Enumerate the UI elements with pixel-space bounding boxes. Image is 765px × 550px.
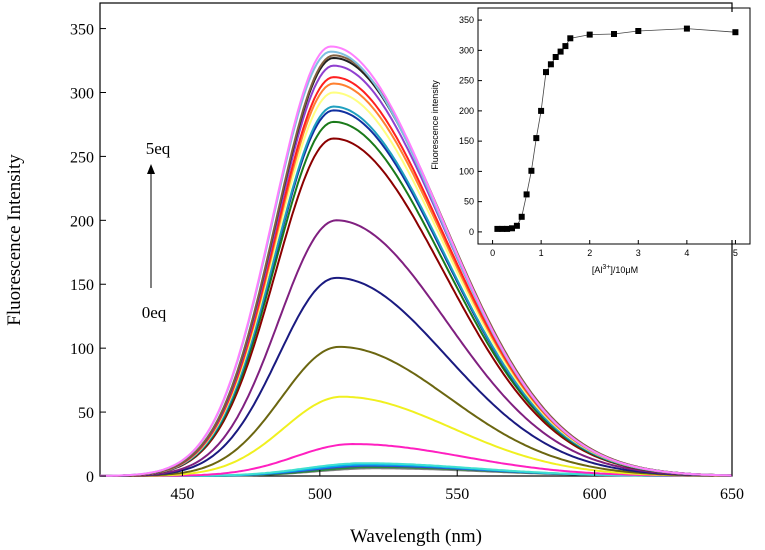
main-y-tick-label: 350: [70, 22, 94, 39]
inset-plot-frame: [477, 7, 751, 245]
main-x-tick-label: 650: [720, 486, 744, 503]
inset-y-axis-title: Fluorescence intensity: [430, 80, 440, 170]
inset-y-tick-label: 150: [459, 136, 474, 146]
spectrum-0.7eq: [100, 345, 732, 477]
inset-data-point: [538, 107, 545, 114]
inset-data-point: [528, 167, 535, 174]
inset-data-point: [557, 48, 564, 55]
inset-data-point: [509, 225, 515, 232]
inset-data-point: [586, 31, 593, 38]
inset-data-point: [533, 135, 540, 142]
main-x-tick-label: 450: [170, 486, 194, 503]
inset-x-tick-label: 0: [490, 248, 495, 258]
inset-data-point: [494, 225, 501, 232]
main-y-tick-label: 250: [70, 149, 94, 166]
inset-data-point: [547, 61, 554, 68]
inset-y-tick-label: 300: [459, 45, 474, 55]
inset-data-point: [543, 69, 549, 76]
inset-data-point: [499, 225, 506, 232]
annotation-5eq: 5eq: [146, 139, 171, 158]
spectrum-5eq: [99, 45, 733, 477]
main-y-tick-label: 300: [70, 85, 94, 102]
inset-data-point: [683, 25, 690, 32]
inset-x-axis-title: [Al3+]/10μM: [592, 264, 638, 275]
inset-x-tick-label: 4: [684, 248, 689, 258]
inset-titration-series: [494, 25, 739, 232]
inset-data-point: [635, 28, 642, 34]
annotation-0eq: 0eq: [142, 303, 167, 322]
main-y-tick-label: 200: [70, 213, 94, 230]
spectrum-0.5eq: [100, 442, 732, 477]
inset-data-point: [552, 54, 559, 60]
inset-data-point: [732, 29, 739, 36]
inset-data-point: [562, 43, 569, 50]
inset-y-tick-label: 350: [459, 15, 474, 25]
inset-y-tick-label: 250: [459, 76, 474, 86]
inset-y-tick-label: 0: [469, 227, 474, 237]
spectrum-0.8eq: [99, 276, 732, 477]
inset-data-point: [504, 225, 511, 232]
inset-y-tick-label: 50: [464, 197, 474, 207]
inset-x-tick-label: 3: [636, 248, 641, 258]
inset-y-tick-label: 200: [459, 106, 474, 116]
main-y-tick-label: 100: [70, 341, 94, 358]
spectrum-0.6eq: [100, 395, 733, 477]
inset-x-axis-title-suffix: ]/10μM: [610, 265, 638, 275]
inset-data-point: [567, 35, 574, 42]
inset-y-tick-label: 100: [459, 166, 474, 176]
inset-data-point: [523, 191, 530, 198]
main-spectra-curves: [99, 45, 733, 477]
inset-data-point: [518, 213, 525, 220]
main-x-tick-label: 600: [583, 486, 607, 503]
main-y-tick-label: 50: [78, 405, 94, 422]
main-x-axis-title: Wavelength (nm): [350, 526, 482, 547]
main-y-tick-label: 150: [70, 277, 94, 294]
main-x-tick-label: 500: [308, 486, 332, 503]
inset-data-point: [611, 31, 617, 37]
inset-x-tick-label: 5: [733, 248, 738, 258]
main-y-tick-label: 0: [86, 469, 94, 486]
spectrum-0.9eq: [100, 219, 732, 477]
inset-data-point: [513, 222, 520, 229]
inset-x-tick-label: 2: [587, 248, 592, 258]
main-y-axis-title: Fluorescence Intensity: [4, 154, 25, 326]
inset-x-axis-title-prefix: [Al: [592, 265, 603, 275]
inset-x-axis-title-sup: 3+: [602, 264, 610, 271]
annotation-arrow-head: [147, 164, 155, 174]
inset-x-tick-label: 1: [539, 248, 544, 258]
inset-background: [482, 12, 750, 240]
main-x-tick-label: 550: [445, 486, 469, 503]
